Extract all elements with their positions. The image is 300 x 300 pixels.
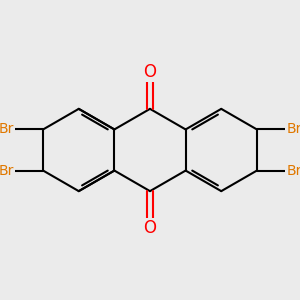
Text: Br: Br xyxy=(286,122,300,136)
Text: Br: Br xyxy=(286,164,300,178)
Text: O: O xyxy=(143,219,157,237)
Text: Br: Br xyxy=(0,122,14,136)
Text: Br: Br xyxy=(0,164,14,178)
Text: O: O xyxy=(143,63,157,81)
